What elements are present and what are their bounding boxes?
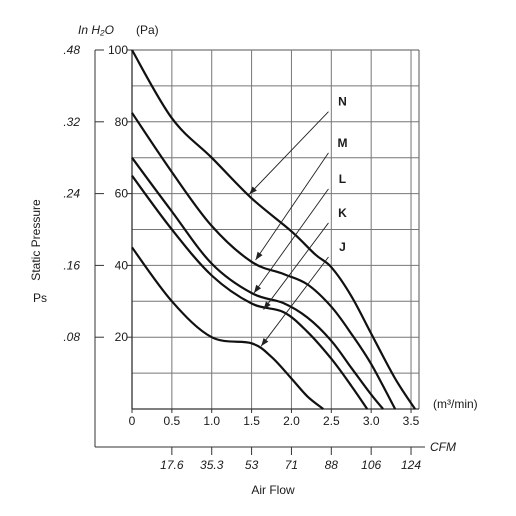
x-tick-label: 1.5 (243, 414, 260, 428)
inh2o-tick-label: .48 (63, 43, 80, 57)
curves (131, 49, 416, 410)
y-axis-symbol: Ps (33, 291, 47, 305)
curve-m (131, 112, 397, 410)
curve-arrowhead-l (253, 284, 262, 294)
x-tick-label: 1.0 (203, 414, 220, 428)
inh2o-tick-label: .32 (63, 115, 80, 129)
curve-label-m: M (337, 136, 347, 150)
curve-leader-n (248, 111, 329, 195)
y-tick-label: 40 (115, 258, 129, 272)
x-tick-label: 2.5 (323, 414, 340, 428)
inh2o-unit-label: In H₂O (78, 23, 114, 37)
x-tick-label: 0 (129, 414, 136, 428)
curve-leader-k (263, 222, 329, 310)
cfm-unit-label: CFM (430, 440, 456, 454)
curve-leader-m (255, 152, 329, 261)
curve-j (131, 246, 324, 410)
inh2o-tick-label: .16 (63, 258, 80, 272)
curve-arrowhead-n (249, 186, 257, 195)
cfm-tick-label: 124 (401, 458, 421, 472)
x-tick-label: 3.5 (403, 414, 420, 428)
curve-callouts: N M L K J (248, 95, 347, 347)
grid (132, 49, 420, 409)
curve-label-k: K (338, 206, 347, 220)
cfm-tick-label: 35.3 (200, 458, 224, 472)
curve-arrowhead-m (255, 251, 263, 261)
x-axis-title: Air Flow (251, 483, 295, 497)
curve-n (131, 49, 416, 410)
curve-l (131, 157, 384, 410)
curve-leader-j (260, 256, 329, 347)
x-tick-label: 0.5 (164, 414, 181, 428)
y-axis-title: Static Pressure (29, 199, 43, 281)
inh2o-tick-label: .24 (63, 187, 80, 201)
y-tick-label: 60 (115, 187, 129, 201)
y-tick-label: 100 (108, 43, 128, 57)
cfm-tick-label: 71 (285, 458, 298, 472)
y-tick-label: 20 (115, 330, 129, 344)
cfm-tick-label: 53 (245, 458, 259, 472)
curve-arrowhead-k (263, 301, 271, 310)
cfm-tick-label: 88 (325, 458, 339, 472)
x-tick-label: 3.0 (363, 414, 380, 428)
curve-label-n: N (338, 95, 347, 109)
curve-leader-l (253, 188, 329, 294)
m3min-unit-label: (m³/min) (433, 397, 478, 411)
curve-label-l: L (339, 172, 346, 186)
curve-arrowhead-j (261, 337, 269, 347)
cfm-tick-label: 17.6 (160, 458, 184, 472)
axes: 20 40 60 80 100 0 0.5 1.0 1.5 2.0 2.5 3.0 3.5 .48 .32.… (63, 43, 425, 472)
pa-unit-label: (Pa) (136, 23, 159, 37)
y-tick-label: 80 (115, 115, 129, 129)
x-tick-label: 2.0 (283, 414, 300, 428)
inh2o-tick-label: .08 (63, 330, 80, 344)
curve-label-j: J (339, 240, 346, 254)
cfm-tick-label: 106 (361, 458, 381, 472)
curve-k (131, 175, 369, 410)
